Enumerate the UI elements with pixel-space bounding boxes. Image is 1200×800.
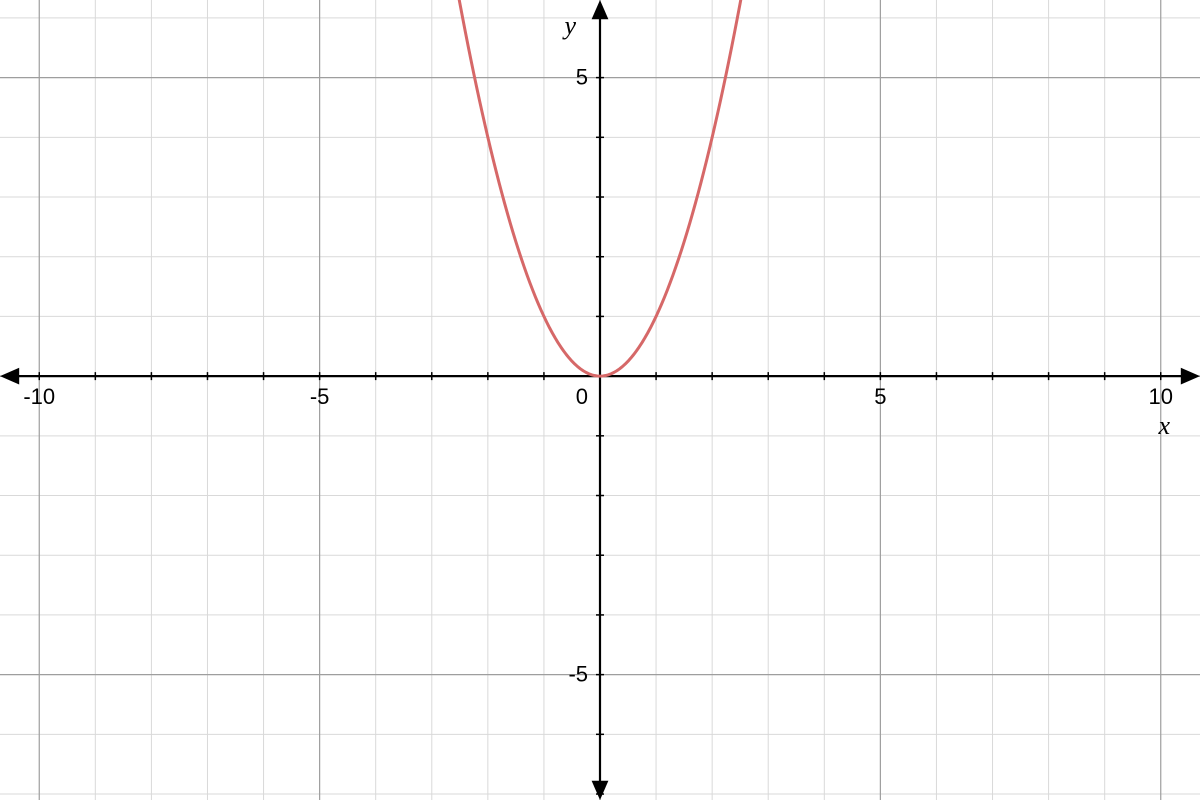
x-tick-label: -5 [310,384,330,409]
x-axis-label: x [1157,411,1170,440]
y-axis-label: y [561,11,576,40]
y-tick-label: 5 [576,65,588,90]
origin-label: 0 [576,384,588,409]
chart-svg: -10 -5 5 10 -5 5 0 x y [0,0,1200,800]
x-tick-label: -10 [23,384,55,409]
coordinate-plane-chart: -10 -5 5 10 -5 5 0 x y [0,0,1200,800]
y-tick-label: -5 [568,662,588,687]
x-tick-label: 10 [1149,384,1173,409]
x-tick-label: 5 [874,384,886,409]
